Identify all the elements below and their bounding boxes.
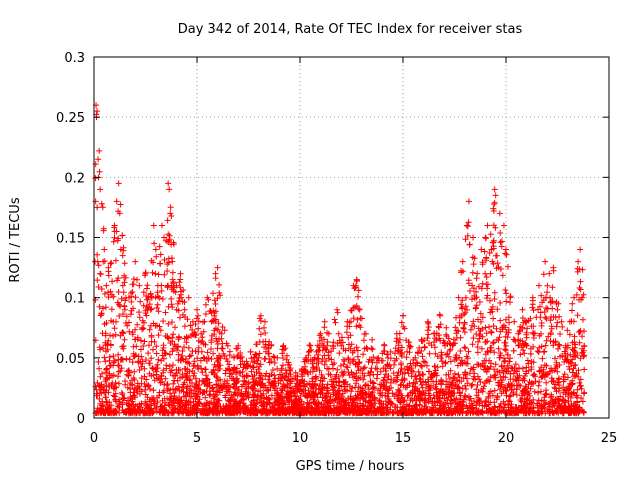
data-point bbox=[492, 192, 499, 199]
data-point bbox=[103, 282, 110, 289]
data-point bbox=[185, 294, 192, 301]
data-point bbox=[161, 234, 168, 241]
data-point bbox=[511, 318, 518, 325]
dense-noise-band bbox=[92, 111, 588, 417]
data-point bbox=[150, 222, 157, 229]
data-point bbox=[535, 282, 542, 289]
data-point bbox=[132, 258, 139, 265]
data-point bbox=[482, 234, 489, 241]
data-point bbox=[570, 294, 577, 301]
data-point bbox=[546, 270, 553, 277]
data-point bbox=[463, 222, 470, 229]
data-point bbox=[443, 324, 450, 331]
data-point bbox=[491, 186, 498, 193]
data-point bbox=[94, 258, 101, 265]
data-point bbox=[94, 204, 101, 211]
data-point bbox=[470, 234, 477, 241]
data-point bbox=[257, 312, 264, 319]
axis-ticks: 0 5 10 15 20 25 0 0.05 0.1 0.15 0.2 0.25 0.3 bbox=[56, 51, 617, 446]
data-point bbox=[136, 282, 143, 289]
data-point bbox=[115, 180, 122, 187]
chart-title: Day 342 of 2014, Rate Of TEC Index for r… bbox=[178, 22, 523, 37]
data-point bbox=[500, 222, 507, 229]
data-point bbox=[474, 270, 481, 277]
noise-markers bbox=[92, 111, 588, 417]
data-point bbox=[94, 108, 101, 115]
data-point bbox=[356, 306, 363, 313]
data-point bbox=[558, 318, 565, 325]
y-tick-label: 0 bbox=[77, 412, 85, 427]
y-tick-label: 0.1 bbox=[64, 292, 85, 307]
data-point bbox=[214, 264, 221, 271]
data-point bbox=[101, 246, 108, 253]
data-point bbox=[166, 186, 173, 193]
y-tick-label: 0.05 bbox=[56, 352, 85, 367]
x-tick-label: 25 bbox=[601, 431, 618, 446]
data-point bbox=[177, 270, 184, 277]
data-point bbox=[484, 222, 491, 229]
data-point bbox=[554, 306, 561, 313]
data-point bbox=[334, 306, 341, 313]
data-point bbox=[152, 246, 159, 253]
y-axis-label: ROTI / TECUs bbox=[8, 197, 23, 282]
data-point bbox=[455, 294, 462, 301]
x-tick-label: 0 bbox=[90, 431, 98, 446]
data-point bbox=[503, 246, 509, 253]
data-point bbox=[95, 156, 102, 163]
data-point bbox=[577, 246, 584, 253]
x-axis-label: GPS time / hours bbox=[296, 459, 405, 474]
data-point bbox=[307, 342, 314, 349]
y-tick-label: 0.3 bbox=[64, 51, 85, 66]
data-point bbox=[181, 306, 188, 313]
data-point bbox=[321, 318, 328, 325]
x-tick-label: 5 bbox=[193, 431, 201, 446]
data-point bbox=[194, 306, 200, 313]
data-point bbox=[97, 186, 104, 193]
data-point bbox=[465, 198, 472, 205]
data-point bbox=[158, 222, 165, 229]
data-point bbox=[119, 282, 126, 289]
data-point bbox=[369, 336, 376, 343]
data-point bbox=[496, 210, 503, 217]
y-tick-label: 0.25 bbox=[56, 111, 85, 126]
x-tick-label: 10 bbox=[292, 431, 309, 446]
data-point bbox=[459, 258, 466, 265]
y-tick-label: 0.2 bbox=[64, 171, 85, 186]
x-tick-label: 15 bbox=[395, 431, 412, 446]
data-point bbox=[165, 180, 172, 187]
y-tick-label: 0.15 bbox=[56, 232, 85, 247]
data-point bbox=[375, 354, 382, 361]
data-point bbox=[542, 258, 549, 265]
data-point bbox=[575, 258, 582, 265]
data-point bbox=[167, 210, 174, 217]
data-point bbox=[113, 198, 120, 205]
data-point bbox=[96, 147, 103, 154]
data-point bbox=[478, 246, 485, 253]
x-tick-label: 20 bbox=[498, 431, 515, 446]
data-point bbox=[261, 318, 268, 325]
data-point bbox=[519, 306, 526, 313]
